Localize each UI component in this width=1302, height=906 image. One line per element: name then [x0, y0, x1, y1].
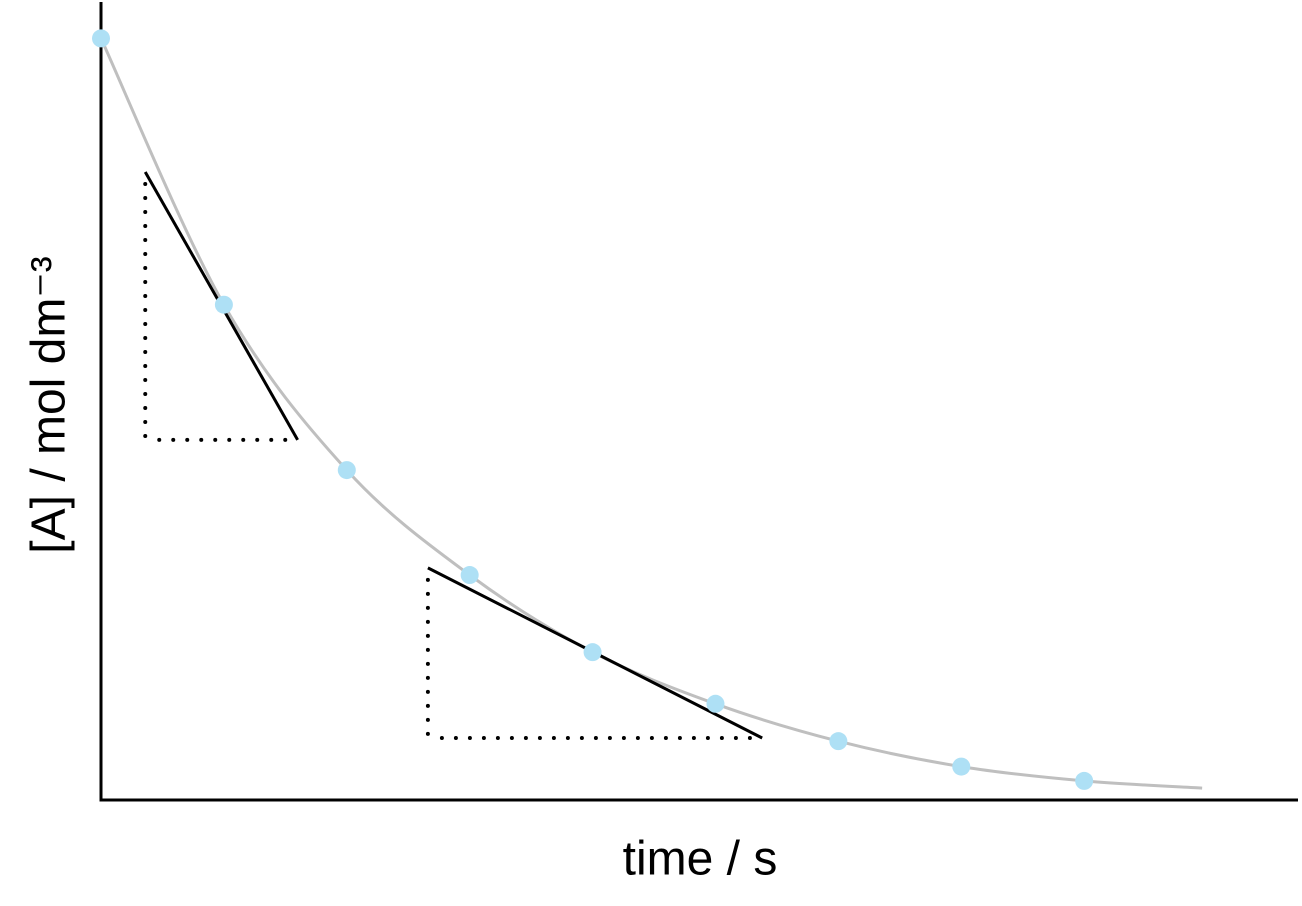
data-point	[706, 694, 725, 713]
data-point	[583, 643, 602, 662]
x-axis-label: time / s	[623, 833, 778, 886]
y-axis-label: [A] / mol dm⁻³	[23, 256, 76, 553]
data-point	[952, 757, 971, 776]
data-point	[92, 29, 110, 48]
data-point	[1075, 771, 1094, 790]
data-point	[214, 295, 233, 314]
data-point	[460, 566, 479, 585]
data-point	[337, 461, 356, 480]
data-point	[829, 732, 848, 751]
fit-curve	[99, 37, 1203, 790]
